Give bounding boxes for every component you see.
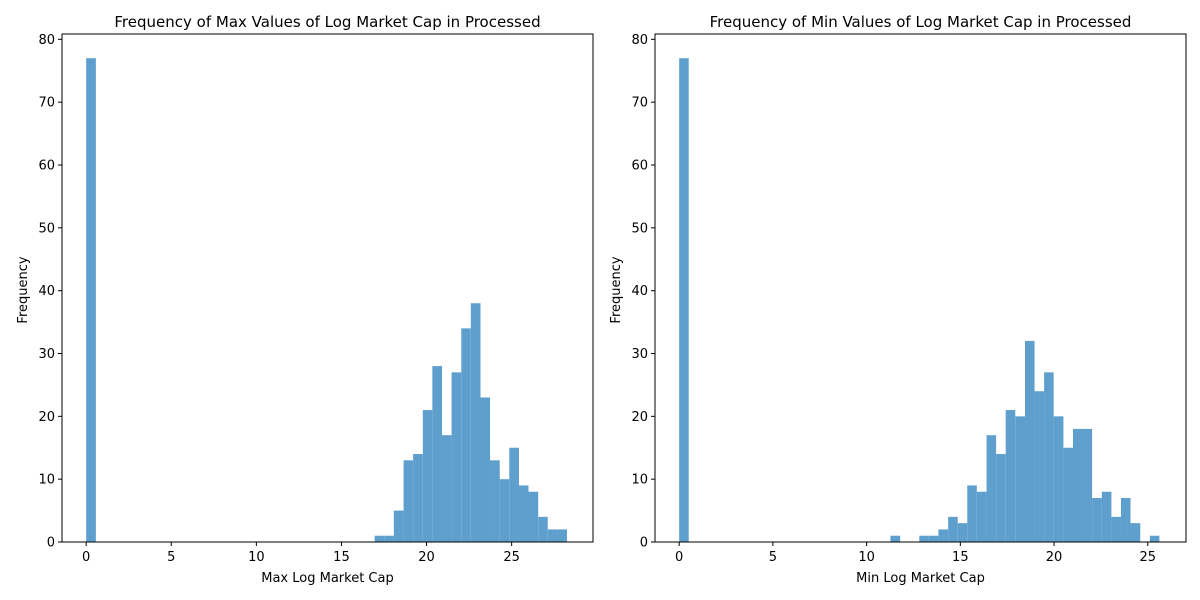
histogram-bar (1130, 523, 1141, 542)
histogram-bar (890, 535, 901, 542)
histogram-bar (1024, 340, 1035, 542)
y-tick-label: 50 (38, 221, 55, 236)
histogram-bar (557, 529, 567, 542)
histogram-bar (1082, 428, 1093, 542)
y-tick-label: 80 (38, 33, 55, 48)
histogram-bar (957, 523, 968, 542)
y-tick-label: 30 (38, 347, 55, 362)
histogram-bar (442, 435, 452, 542)
histogram-bars (679, 58, 1160, 542)
histogram-bar (547, 529, 558, 542)
histogram-bar (1120, 498, 1131, 542)
histogram-bar (986, 435, 997, 542)
x-tick-label: 25 (1139, 550, 1156, 565)
x-axis-ticks: 0 5 10 15 20 25 (82, 542, 520, 565)
histogram-bar (470, 303, 481, 542)
histogram-bar (432, 366, 443, 542)
y-tick-label: 80 (631, 33, 648, 48)
histogram-bars (86, 58, 567, 542)
histogram-bar (538, 516, 548, 542)
histogram-bar (1034, 391, 1045, 542)
histogram-bar (1111, 516, 1121, 542)
x-tick-label: 20 (1046, 550, 1063, 565)
x-tick-label: 5 (167, 550, 175, 565)
histogram-bar (499, 479, 510, 542)
y-tick-label: 20 (38, 410, 55, 425)
x-axis-label: Max Log Market Cap (261, 571, 393, 586)
histogram-bar (1005, 410, 1016, 542)
histogram-bar (1015, 416, 1025, 542)
plot-frame (61, 33, 594, 543)
histogram-bar (1072, 428, 1083, 542)
histogram-bar (928, 535, 939, 542)
histogram-bar (509, 447, 519, 542)
histogram-bar (451, 372, 462, 542)
histogram-bar (490, 460, 500, 542)
histogram-bar (393, 510, 404, 542)
histogram-bar (413, 454, 423, 542)
y-axis-label: Frequency (609, 256, 624, 323)
x-tick-label: 15 (952, 550, 969, 565)
plot-frame (654, 33, 1187, 543)
histogram-bar (1092, 498, 1102, 542)
histogram-bar (480, 397, 491, 542)
histogram-bar (938, 529, 949, 542)
y-axis-ticks: 0 10 20 30 40 50 60 70 80 (38, 33, 62, 551)
histogram-bar (374, 535, 385, 542)
y-tick-label: 70 (38, 96, 55, 111)
chart-title: Frequency of Min Values of Log Market Ca… (710, 13, 1132, 31)
y-tick-label: 10 (38, 473, 55, 488)
x-tick-label: 20 (418, 550, 435, 565)
y-tick-label: 60 (38, 159, 55, 174)
histogram-bar (1044, 372, 1054, 542)
y-tick-label: 50 (631, 221, 648, 236)
y-axis-ticks: 0 10 20 30 40 50 60 70 80 (631, 33, 655, 551)
histogram-bar (461, 328, 471, 542)
histogram-bar (1053, 416, 1064, 542)
histogram-bar (528, 491, 539, 542)
y-tick-label: 40 (38, 284, 55, 299)
x-tick-label: 0 (82, 550, 90, 565)
y-tick-label: 10 (631, 473, 648, 488)
y-tick-label: 20 (631, 410, 648, 425)
x-axis-ticks: 0 5 10 15 20 25 (675, 542, 1156, 565)
y-tick-label: 30 (631, 347, 648, 362)
histogram-bar (919, 535, 929, 542)
y-axis-label: Frequency (16, 256, 31, 323)
histogram-bar (1101, 491, 1112, 542)
histogram-bar (86, 58, 96, 542)
y-tick-label: 0 (640, 536, 648, 551)
histogram-bar (976, 491, 987, 542)
x-tick-label: 15 (333, 550, 350, 565)
histogram-bar (948, 516, 958, 542)
x-axis-label: Min Log Market Cap (856, 571, 985, 586)
histogram-bar (1149, 535, 1160, 542)
x-tick-label: 10 (248, 550, 265, 565)
histogram-bar (422, 410, 433, 542)
histogram-bar (1063, 447, 1073, 542)
histogram-bar (996, 454, 1006, 542)
x-tick-label: 25 (503, 550, 520, 565)
x-tick-label: 0 (675, 550, 683, 565)
histogram-bar (403, 460, 414, 542)
histogram-bar (679, 58, 689, 542)
x-tick-label: 10 (858, 550, 875, 565)
y-tick-label: 0 (47, 536, 55, 551)
x-tick-label: 5 (769, 550, 777, 565)
chart-title: Frequency of Max Values of Log Market Ca… (114, 13, 540, 31)
y-tick-label: 60 (631, 159, 648, 174)
histogram-bar (967, 485, 977, 542)
histogram-bar (384, 535, 394, 542)
y-tick-label: 40 (631, 284, 648, 299)
min-log-market-cap-histogram: Frequency of Min Values of Log Market Ca… (609, 13, 1187, 586)
histogram-bar (518, 485, 529, 542)
max-log-market-cap-histogram: Frequency of Max Values of Log Market Ca… (16, 13, 594, 586)
y-tick-label: 70 (631, 96, 648, 111)
